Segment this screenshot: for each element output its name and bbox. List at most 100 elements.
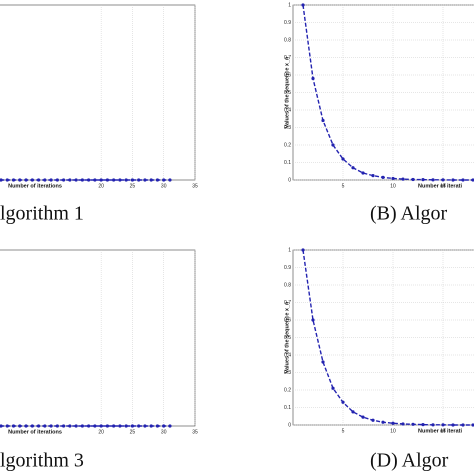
marker [391,176,395,181]
marker [371,418,375,422]
marker [130,178,135,182]
marker [99,424,103,428]
y-tick-label: 0.2 [284,387,291,393]
marker [401,177,405,181]
marker [321,360,325,364]
marker [74,178,78,182]
marker [137,178,141,182]
marker [421,178,425,182]
marker [311,318,315,322]
caption: (D) Algor [370,450,449,472]
marker [112,178,116,182]
x-tick-label: 15 [440,428,446,434]
caption: lgorithm 1 [0,203,84,225]
caption: lgorithm 3 [0,450,84,472]
x-tick-label: 25 [130,183,136,189]
y-tick-label: 0.5 [284,90,291,96]
y-tick-label: 0.9 [284,20,291,26]
marker [68,178,72,182]
marker [80,178,84,182]
marker [5,424,9,428]
marker [155,178,160,182]
marker [351,166,355,170]
series-line [302,4,473,181]
marker [441,423,445,427]
marker [5,178,9,182]
x-tick-label: 5 [342,428,345,434]
marker [49,178,53,182]
marker [301,3,305,7]
marker [137,424,141,428]
y-axis-label: Values of the sequence x_n [284,56,290,128]
y-tick-label: 0.4 [284,107,291,113]
marker [143,178,147,182]
marker [341,157,345,161]
x-axis-label: Number of iterations [8,183,62,189]
marker [24,178,28,182]
y-tick-label: 0.8 [284,282,291,288]
plot-area [0,249,196,427]
marker [55,178,59,182]
marker [124,424,128,428]
y-tick-label: 0.8 [284,37,291,43]
marker [321,118,325,123]
y-tick-label: 1 [288,247,291,253]
x-tick-label: 25 [130,429,136,435]
marker [431,423,435,427]
marker [381,420,385,424]
marker [124,178,128,182]
y-tick-label: 0.3 [284,370,291,376]
y-tick-label: 0.2 [284,142,291,148]
marker [30,178,34,182]
marker [93,424,97,428]
marker [471,178,474,182]
x-tick-label: 30 [161,429,167,435]
marker [55,424,59,428]
marker [30,424,34,428]
marker [301,248,305,252]
plot-area [0,4,196,181]
marker [461,178,465,182]
marker [331,143,335,147]
x-tick-label: 30 [161,183,167,189]
marker [451,178,455,182]
marker [105,178,109,182]
y-tick-label: 0.9 [284,265,291,271]
marker [331,386,335,390]
marker [371,174,375,178]
y-tick-label: 0.7 [284,55,291,61]
marker [168,424,172,428]
x-tick-label: 5 [342,183,345,189]
y-tick-label: 1 [288,2,291,8]
y-tick-label: 0 [288,177,291,183]
x-tick-label: 20 [98,429,104,435]
marker [80,424,84,428]
y-tick-label: 0.4 [284,352,291,358]
marker [36,424,41,428]
marker [311,76,315,81]
marker [18,178,22,182]
y-tick-label: 0.1 [284,160,291,166]
marker [24,424,28,428]
marker [130,424,135,428]
marker [361,171,365,175]
marker [149,424,153,428]
marker [471,423,474,427]
marker [99,178,103,182]
marker [431,178,435,182]
marker [451,423,455,427]
marker [168,178,172,182]
x-tick-label: 20 [98,183,104,189]
marker [0,178,3,182]
y-axis-label: Values of the sequence x_n [284,301,290,373]
marker [391,421,395,425]
marker [74,424,78,428]
y-tick-label: 0.3 [284,125,291,131]
series-line [302,249,473,426]
marker [105,424,109,428]
y-tick-label: 0.1 [284,405,291,411]
marker [155,424,160,428]
marker [112,424,116,428]
marker [43,178,47,182]
